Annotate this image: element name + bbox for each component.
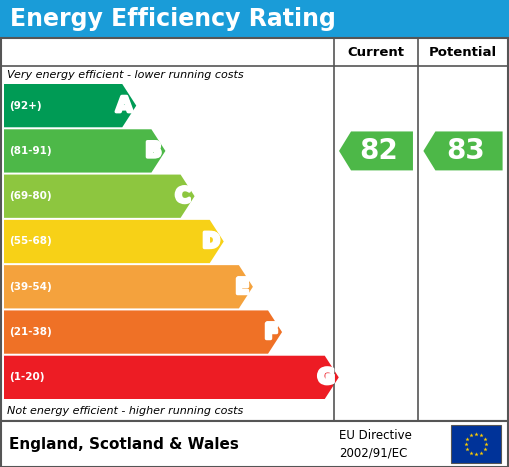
Text: F: F xyxy=(265,321,279,341)
Text: G: G xyxy=(317,367,334,387)
Text: A: A xyxy=(116,96,132,116)
Text: G: G xyxy=(318,368,335,388)
Text: (92+): (92+) xyxy=(9,101,42,111)
Text: C: C xyxy=(175,186,190,206)
Text: B: B xyxy=(146,140,161,160)
Text: G: G xyxy=(317,368,334,387)
Text: G: G xyxy=(318,368,335,388)
Text: 83: 83 xyxy=(446,137,486,165)
Text: F: F xyxy=(263,323,277,343)
Text: F: F xyxy=(264,323,278,343)
Polygon shape xyxy=(4,175,194,218)
Text: B: B xyxy=(145,142,161,162)
Text: F: F xyxy=(265,323,279,343)
Polygon shape xyxy=(4,265,253,308)
Text: (39-54): (39-54) xyxy=(9,282,52,292)
Text: G: G xyxy=(318,368,335,387)
Text: C: C xyxy=(176,187,191,207)
Text: F: F xyxy=(263,321,277,341)
Polygon shape xyxy=(4,84,136,127)
Text: D: D xyxy=(202,231,219,251)
Text: F: F xyxy=(264,322,278,342)
Text: C: C xyxy=(175,185,190,205)
Text: D: D xyxy=(203,232,220,252)
Text: E: E xyxy=(235,276,249,296)
Text: B: B xyxy=(146,141,162,161)
Text: G: G xyxy=(317,368,334,388)
Text: G: G xyxy=(318,368,335,387)
Text: E: E xyxy=(234,277,248,297)
Polygon shape xyxy=(4,220,224,263)
Text: F: F xyxy=(265,322,279,342)
Text: D: D xyxy=(203,232,220,252)
Text: D: D xyxy=(203,232,220,252)
Bar xyxy=(0,0,509,38)
Text: Current: Current xyxy=(348,45,405,58)
Text: F: F xyxy=(263,322,277,342)
Text: A: A xyxy=(117,95,133,115)
Text: E: E xyxy=(235,277,249,297)
Polygon shape xyxy=(4,356,339,399)
Text: E: E xyxy=(234,276,248,296)
Text: C: C xyxy=(175,185,190,205)
Text: A: A xyxy=(117,96,133,116)
Text: C: C xyxy=(175,187,190,207)
Text: B: B xyxy=(146,142,162,162)
Text: 82: 82 xyxy=(360,137,399,165)
Text: (81-91): (81-91) xyxy=(9,146,51,156)
Text: B: B xyxy=(145,140,161,160)
Text: A: A xyxy=(116,96,131,116)
Bar xyxy=(1,421,508,467)
Text: Not energy efficient - higher running costs: Not energy efficient - higher running co… xyxy=(7,406,243,416)
Text: (55-68): (55-68) xyxy=(9,236,52,247)
Bar xyxy=(1,38,508,421)
Text: Potential: Potential xyxy=(429,45,497,58)
Polygon shape xyxy=(4,311,282,354)
Text: C: C xyxy=(175,187,190,207)
Text: B: B xyxy=(146,142,161,162)
Text: D: D xyxy=(202,232,219,252)
Text: A: A xyxy=(117,96,133,116)
Text: D: D xyxy=(203,231,220,251)
Text: A: A xyxy=(116,96,132,116)
Text: B: B xyxy=(146,140,162,160)
Text: E: E xyxy=(235,276,249,296)
Text: C: C xyxy=(175,186,190,206)
Text: Energy Efficiency Rating: Energy Efficiency Rating xyxy=(10,7,336,31)
Text: A: A xyxy=(116,95,131,115)
Text: B: B xyxy=(145,141,161,161)
Polygon shape xyxy=(339,131,413,170)
Text: E: E xyxy=(235,277,249,297)
Text: Very energy efficient - lower running costs: Very energy efficient - lower running co… xyxy=(7,70,244,80)
Text: G: G xyxy=(318,367,335,387)
Text: E: E xyxy=(235,277,249,297)
Text: A: A xyxy=(116,96,131,116)
Text: D: D xyxy=(203,232,220,252)
Bar xyxy=(451,425,501,463)
Text: E: E xyxy=(234,277,248,297)
Text: C: C xyxy=(176,186,191,206)
Text: F: F xyxy=(264,321,278,341)
Text: England, Scotland & Wales: England, Scotland & Wales xyxy=(9,437,239,452)
Text: EU Directive
2002/91/EC: EU Directive 2002/91/EC xyxy=(339,429,412,459)
Text: (21-38): (21-38) xyxy=(9,327,52,337)
Polygon shape xyxy=(4,129,165,173)
Text: (1-20): (1-20) xyxy=(9,372,44,382)
Text: E: E xyxy=(235,277,249,297)
Text: (69-80): (69-80) xyxy=(9,191,51,201)
Text: C: C xyxy=(176,185,191,205)
Text: D: D xyxy=(203,231,220,251)
Polygon shape xyxy=(423,131,502,170)
Text: B: B xyxy=(146,141,161,161)
Text: G: G xyxy=(318,367,335,387)
Text: A: A xyxy=(116,95,132,115)
Text: D: D xyxy=(202,232,219,252)
